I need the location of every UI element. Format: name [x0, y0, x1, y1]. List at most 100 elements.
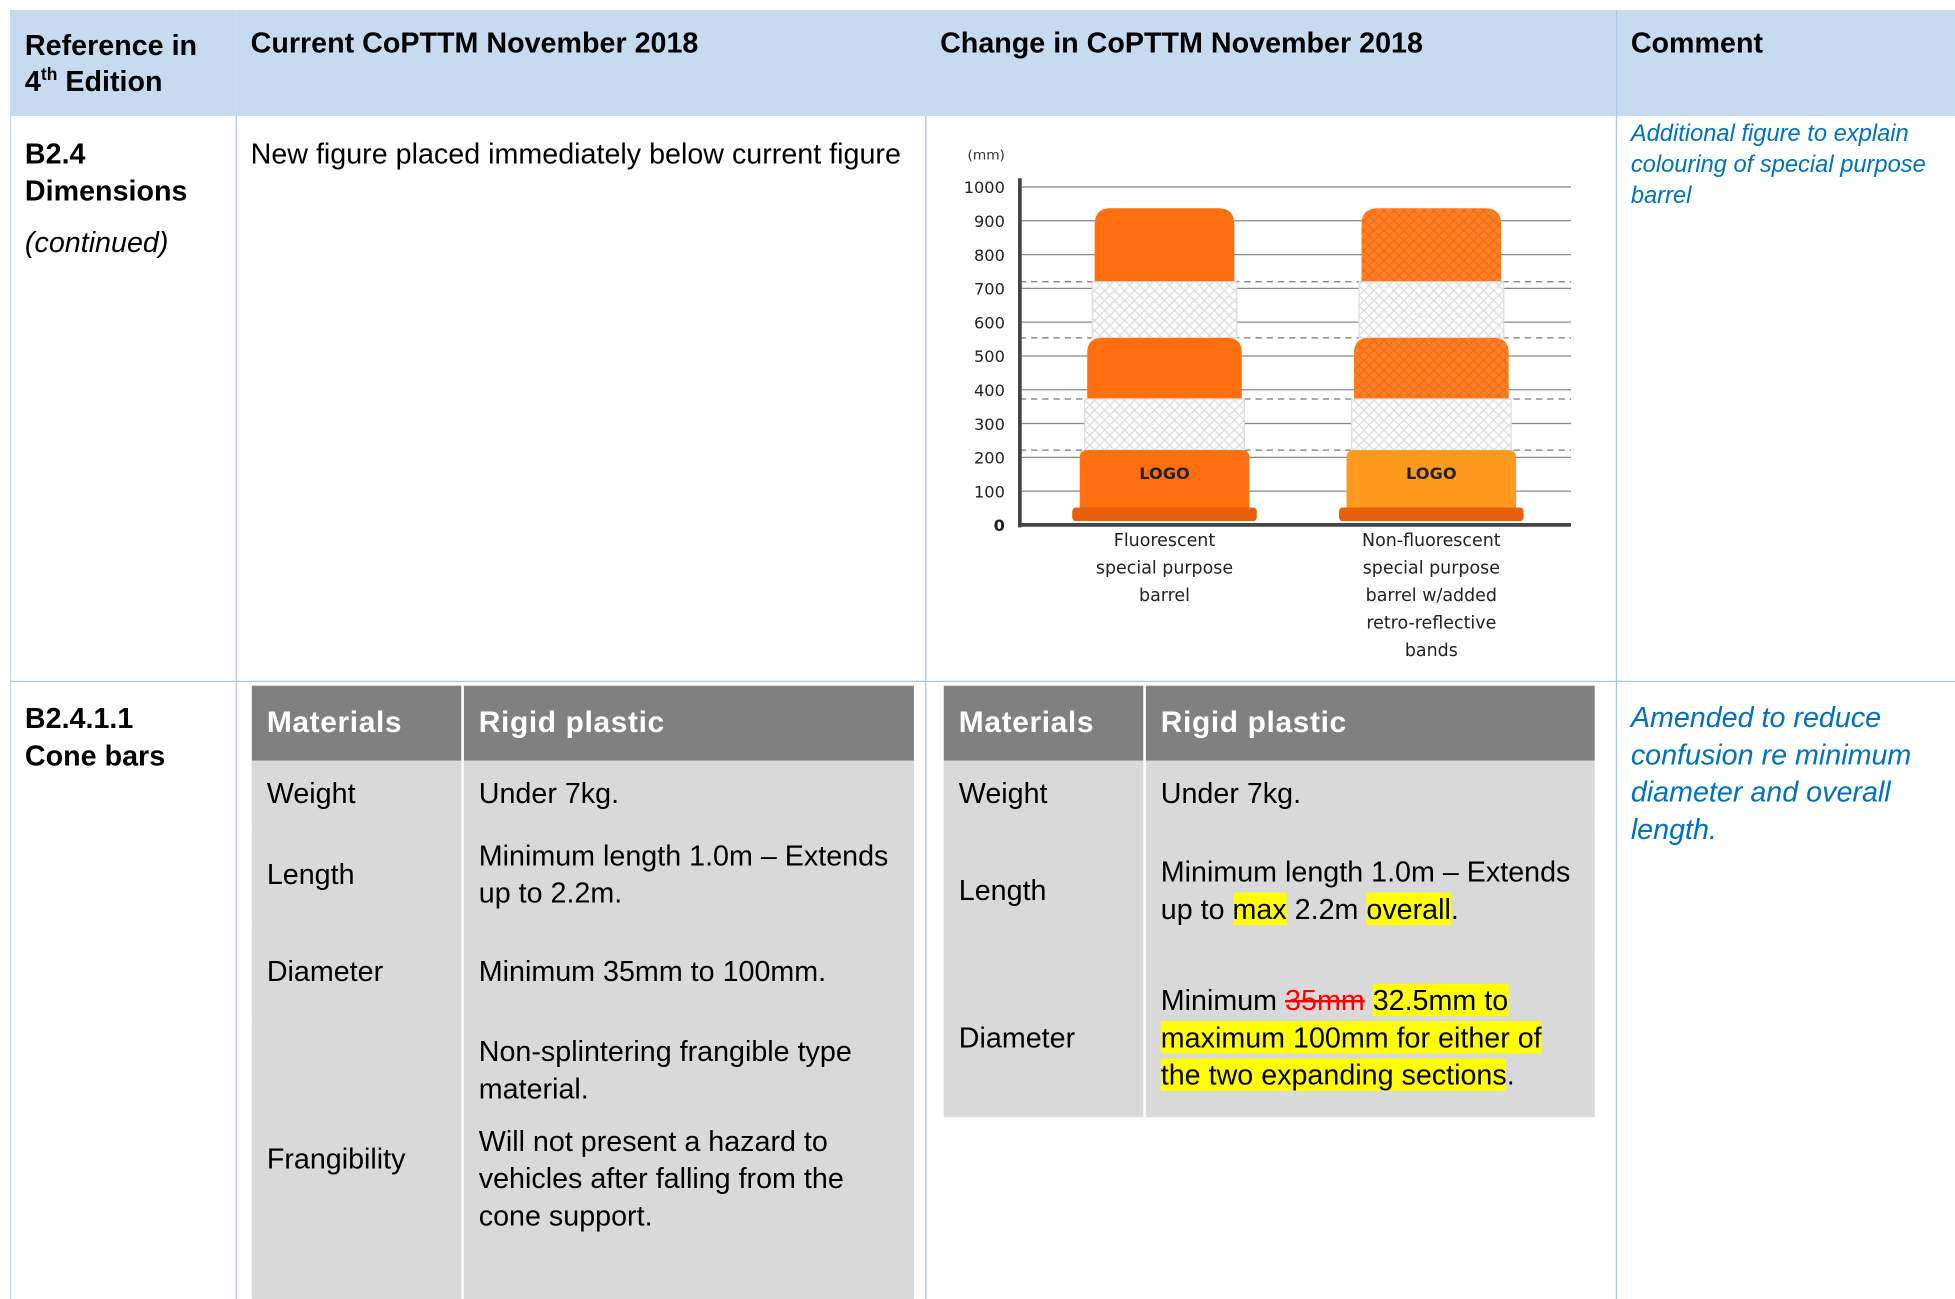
current-table: Materials Rigid plastic Weight Under 7kg. Le… [251, 685, 914, 1299]
table-label-cell: Diameter [251, 923, 462, 1018]
current-text: New figure placed immediately below curr… [250, 137, 901, 170]
barrel-middle [1087, 337, 1242, 399]
barrel-band [1091, 281, 1238, 339]
table-label-cell: Diameter [943, 956, 1144, 1118]
text-run: Minimum 35mm to 100mm. [478, 954, 827, 987]
barrel-base [1079, 450, 1250, 508]
y-tick-label: 400 [974, 381, 1005, 400]
reference-text: B2.4.1.1 [24, 701, 134, 735]
barrel-caption: special purpose [1363, 559, 1500, 579]
value-text: Under 7kg. [1161, 774, 1301, 811]
figure: (mm) 0 100 200 300 400 500 600 700 800 900 1000 LOGO… [964, 148, 1571, 661]
table-label-cell: Frangibility [251, 1019, 462, 1297]
y-tick-label: 100 [974, 482, 1005, 501]
table-value-cell: Non-splintering frangible type material.… [463, 1019, 914, 1297]
y-tick-label: 200 [974, 449, 1005, 468]
barrel-caption: barrel [1139, 586, 1190, 606]
value-text: Minimum length 1.0m – Extends up to 2.2m… [479, 836, 899, 911]
table-divider [461, 685, 464, 1299]
barrel: LOGO [1339, 208, 1524, 522]
barrel-caption: retro-reflective [1366, 613, 1496, 633]
text-run [1365, 983, 1373, 1015]
barrel-band [1358, 281, 1505, 339]
text-run: Non-splintering frangible type material. [478, 1034, 852, 1105]
logo: LOGO [1139, 464, 1190, 483]
y-tick-label: 300 [974, 415, 1005, 434]
border [9, 680, 1955, 682]
comment: Amended to reduce confusion re minimum d… [1630, 700, 1912, 846]
barrel-caption: Non-fluorescent [1362, 531, 1501, 551]
table-header-cell: Materials [943, 685, 1144, 761]
barrel-middle [1354, 337, 1509, 399]
table-value-cell: Under 7kg. [463, 763, 914, 823]
table-divider [1143, 685, 1146, 1118]
y-tick-label: 600 [974, 313, 1005, 332]
barrel-caption: barrel w/added [1366, 586, 1497, 606]
text-run: Will not present a hazard to vehicles af… [478, 1124, 844, 1232]
barrel-base [1346, 450, 1517, 508]
table-label-cell: Weight [251, 763, 462, 823]
table-value-cell: Minimum length 1.0m – Extends up to 2.2m… [463, 825, 914, 922]
border [235, 115, 237, 1299]
table-label-cell: Length [251, 825, 462, 922]
text-run: 2.2m [1286, 892, 1367, 925]
value-text: Under 7kg. [479, 774, 619, 811]
reference-note: (continued) [24, 225, 169, 259]
table-header-cell: Materials [251, 685, 462, 761]
barrel-top [1094, 208, 1235, 282]
barrel-band [1084, 398, 1245, 451]
text-run: . [1506, 1057, 1515, 1091]
header-comment: Comment [1615, 9, 1955, 116]
header-change: Change in CoPTTM November 2018 [925, 9, 1616, 116]
header-text: 4 [24, 64, 41, 98]
y-tick-label: 900 [974, 212, 1005, 231]
barrel-foot [1072, 507, 1257, 522]
border [9, 9, 12, 1299]
reference-text: Dimensions [24, 174, 188, 207]
table-value-cell: Under 7kg. [1145, 763, 1595, 823]
header-text: Edition [65, 64, 163, 98]
text-run: max [1232, 892, 1287, 925]
y-tick-label: 500 [974, 347, 1005, 366]
table-value-cell: Minimum 35mm 32.5mm to maximum 100mm for… [1145, 956, 1595, 1118]
unit-label: (mm) [968, 148, 1005, 164]
header-current: Current CoPTTM November 2018 [235, 9, 926, 116]
header-text: Reference in [24, 28, 198, 62]
table-header-cell: Rigid plastic [463, 685, 914, 761]
logo: LOGO [1406, 464, 1457, 483]
table-header-cell: Rigid plastic [1145, 685, 1595, 761]
barrel-band [1350, 398, 1512, 451]
y-tick-label: 800 [974, 246, 1005, 265]
table-value-cell: Minimum length 1.0m – Extends up to max … [1145, 825, 1595, 954]
y-tick-label: 700 [974, 280, 1005, 299]
value-text: Minimum 35mm to 100mm. [479, 952, 826, 989]
header-text: th [40, 64, 58, 84]
y-tick-label: 1000 [964, 178, 1005, 197]
table-label-cell: Length [943, 825, 1144, 954]
text-run: 35mm [1285, 983, 1365, 1016]
change-table: Materials Rigid plastic Weight Under 7kg. Le… [943, 685, 1595, 1118]
border [925, 115, 927, 1299]
reference: B2.4.1.1 Cone bars [10, 699, 236, 774]
barrel: LOGO [1072, 208, 1257, 522]
comment: Additional figure to explain colouring o… [1630, 120, 1926, 210]
table-value-cell: Minimum 35mm to 100mm. [463, 923, 914, 1018]
text-run: Under 7kg. [478, 776, 620, 810]
header-reference: Reference in 4th Edition [9, 9, 236, 116]
barrel-caption: special purpose [1096, 559, 1233, 579]
barrel-caption: bands [1405, 641, 1458, 661]
value-text: Minimum length 1.0m – Extends up to max … [1161, 852, 1580, 927]
text-run: Minimum length 1.0m – Extends up to [1160, 854, 1579, 925]
table-label-cell: Weight [943, 763, 1144, 823]
reference-text: Cone bars [24, 739, 166, 772]
reference: B2.4 Dimensions [10, 135, 236, 210]
text-run: overall [1366, 892, 1451, 925]
barrel-foot [1339, 507, 1524, 522]
text-run: Minimum length 1.0m – Extends up to 2.2m… [478, 838, 897, 909]
barrel-caption: Fluorescent [1114, 531, 1216, 551]
text-run: Under 7kg. [1160, 776, 1302, 810]
text-run: Minimum [1160, 983, 1286, 1016]
reference-text: B2.4 [24, 137, 86, 170]
